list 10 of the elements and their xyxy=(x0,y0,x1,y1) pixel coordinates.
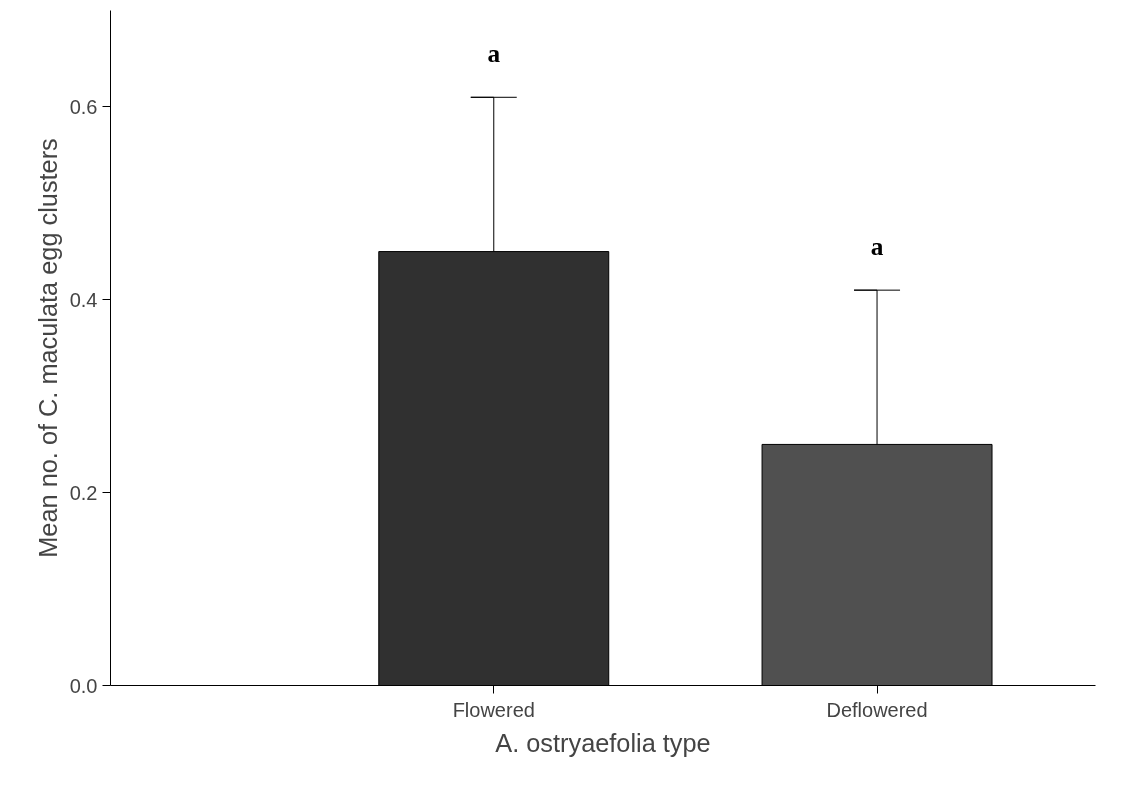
y-tick-label: 0.6 xyxy=(69,95,98,118)
y-tick-label: 0.2 xyxy=(69,481,98,504)
annotation: a xyxy=(870,232,884,261)
annotation: a xyxy=(487,39,501,68)
x-tick-label: Deflowered xyxy=(826,698,928,721)
y-tick-label: 0.0 xyxy=(69,674,98,697)
y-tick-label: 0.4 xyxy=(69,288,98,311)
y-axis-title: Mean no. of C. maculata egg clusters xyxy=(33,138,62,558)
x-tick-label: Flowered xyxy=(452,698,535,721)
x-axis-title: A. ostryaefolia type xyxy=(495,728,711,757)
